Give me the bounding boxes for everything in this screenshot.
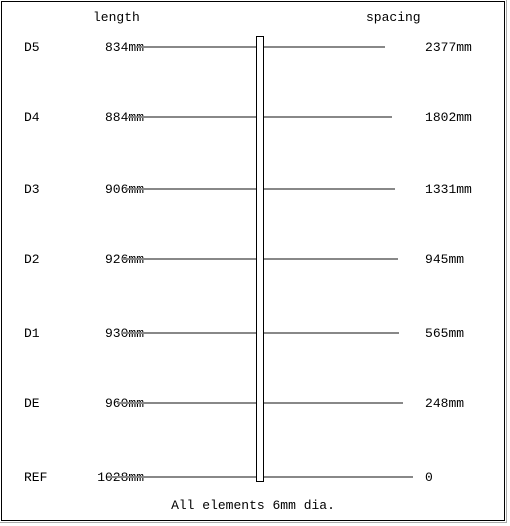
element-name: D1 [24, 326, 40, 341]
element-bar [125, 188, 256, 190]
element-name: D3 [24, 182, 40, 197]
element-spacing: 0 [425, 470, 433, 485]
element-name: D2 [24, 252, 40, 267]
element-bar [264, 332, 399, 334]
element-spacing: 1802mm [425, 110, 472, 125]
elements-note: All elements 6mm dia. [2, 498, 504, 513]
element-row-DE: DE960mm248mm [2, 402, 504, 422]
element-spacing: 945mm [425, 252, 464, 267]
element-spacing: 1331mm [425, 182, 472, 197]
length-header: length [93, 10, 140, 25]
element-row-D4: D4884mm1802mm [2, 116, 504, 136]
element-bar [135, 46, 256, 48]
element-row-D1: D1930mm565mm [2, 332, 504, 352]
antenna-diagram: length spacing D5834mm2377mm D4884mm1802m… [1, 1, 505, 521]
element-row-D3: D3906mm1331mm [2, 188, 504, 208]
element-bar [122, 258, 256, 260]
element-name: D4 [24, 110, 40, 125]
element-bar [264, 116, 392, 118]
element-name: D5 [24, 40, 40, 55]
element-spacing: 565mm [425, 326, 464, 341]
element-spacing: 2377mm [425, 40, 472, 55]
element-row-D2: D2926mm945mm [2, 258, 504, 278]
element-bar [264, 188, 395, 190]
element-bar [264, 402, 403, 404]
element-bar [107, 476, 256, 478]
element-name: DE [24, 396, 40, 411]
element-bar [264, 258, 398, 260]
element-name: REF [24, 470, 47, 485]
element-bar [117, 402, 256, 404]
element-row-REF: REF1028mm0 [2, 476, 504, 496]
element-spacing: 248mm [425, 396, 464, 411]
element-bar [264, 476, 413, 478]
element-row-D5: D5834mm2377mm [2, 46, 504, 66]
element-bar [264, 46, 385, 48]
element-bar [128, 116, 256, 118]
spacing-header: spacing [366, 10, 421, 25]
element-bar [121, 332, 256, 334]
